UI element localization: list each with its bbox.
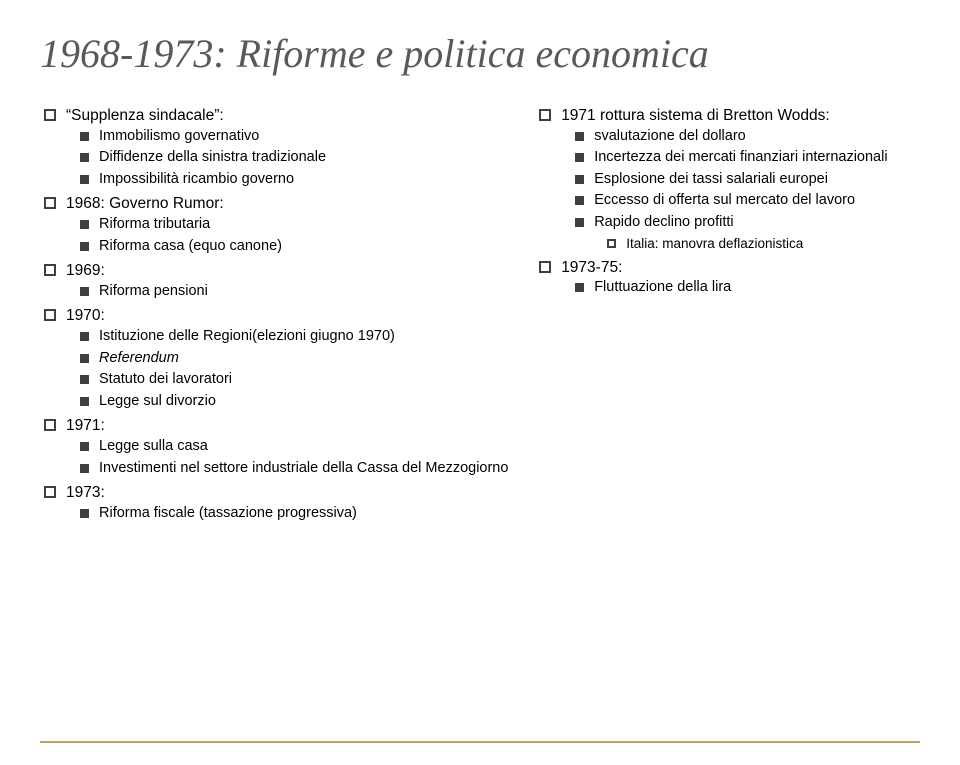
filled-square-icon [80, 175, 89, 184]
bullet-level-2: Investimenti nel settore industriale del… [80, 459, 515, 479]
bullet-level-2: Referendum [80, 349, 515, 369]
outline-square-icon [44, 197, 56, 209]
bullet-level-2: Riforma tributaria [80, 215, 515, 235]
bullet-text: Esplosione dei tassi salariali europei [594, 170, 828, 190]
filled-square-icon [80, 375, 89, 384]
filled-square-icon [80, 332, 89, 341]
bullet-text: Eccesso di offerta sul mercato del lavor… [594, 191, 855, 211]
filled-square-icon [80, 442, 89, 451]
right-column: 1971 rottura sistema di Bretton Wodds:sv… [535, 105, 940, 527]
bullet-level-2: Immobilismo governativo [80, 127, 515, 147]
bullet-level-2: Legge sul divorzio [80, 392, 515, 412]
bullet-text: Riforma casa (equo canone) [99, 237, 282, 257]
bullet-text: Referendum [99, 349, 179, 369]
outline-square-icon [44, 264, 56, 276]
bullet-text: Incertezza dei mercati finanziari intern… [594, 148, 887, 168]
filled-square-icon [80, 354, 89, 363]
slide-title: 1968-1973: Riforme e politica economica [40, 30, 920, 77]
bullet-text: Istituzione delle Regioni(elezioni giugn… [99, 327, 395, 347]
bullet-text: Riforma fiscale (tassazione progressiva) [99, 504, 357, 524]
bullet-text: 1969: [66, 260, 105, 282]
filled-square-icon [80, 397, 89, 406]
bullet-text: Fluttuazione della lira [594, 278, 731, 298]
bullet-text: Statuto dei lavoratori [99, 370, 232, 390]
bullet-text: 1970: [66, 305, 105, 327]
filled-square-icon [80, 464, 89, 473]
bullet-level-1: 1971 rottura sistema di Bretton Wodds: [535, 105, 940, 127]
bullet-level-2: Esplosione dei tassi salariali europei [575, 170, 940, 190]
filled-square-icon [575, 132, 584, 141]
bullet-level-2: Incertezza dei mercati finanziari intern… [575, 148, 940, 168]
bullet-text: Italia: manovra deflazionistica [626, 235, 803, 253]
filled-square-icon [80, 242, 89, 251]
filled-square-icon [575, 283, 584, 292]
bullet-text: Riforma tributaria [99, 215, 210, 235]
bullet-text: Legge sulla casa [99, 437, 208, 457]
bullet-level-1: 1968: Governo Rumor: [40, 193, 515, 215]
bullet-level-1: 1973-75: [535, 257, 940, 279]
bullet-level-2: svalutazione del dollaro [575, 127, 940, 147]
bullet-level-1: 1970: [40, 305, 515, 327]
bullet-text: Diffidenze della sinistra tradizionale [99, 148, 326, 168]
bullet-level-2: Eccesso di offerta sul mercato del lavor… [575, 191, 940, 211]
outline-square-icon [539, 109, 551, 121]
bullet-text: 1968: Governo Rumor: [66, 193, 224, 215]
bullet-level-2: Riforma casa (equo canone) [80, 237, 515, 257]
filled-square-icon [80, 153, 89, 162]
bullet-level-2: Fluttuazione della lira [575, 278, 940, 298]
outline-square-small-icon [607, 239, 616, 248]
bullet-level-1: 1971: [40, 415, 515, 437]
bullet-text: Impossibilità ricambio governo [99, 170, 294, 190]
bullet-text: svalutazione del dollaro [594, 127, 746, 147]
bullet-text: 1973-75: [561, 257, 622, 279]
bullet-text: “Supplenza sindacale”: [66, 105, 224, 127]
content-columns: “Supplenza sindacale”:Immobilismo govern… [40, 105, 920, 527]
outline-square-icon [44, 419, 56, 431]
outline-square-icon [539, 261, 551, 273]
bullet-level-2: Diffidenze della sinistra tradizionale [80, 148, 515, 168]
bullet-text: Riforma pensioni [99, 282, 208, 302]
bullet-text: Investimenti nel settore industriale del… [99, 459, 508, 479]
outline-square-icon [44, 309, 56, 321]
filled-square-icon [80, 132, 89, 141]
bullet-level-2: Riforma fiscale (tassazione progressiva) [80, 504, 515, 524]
bullet-level-2: Istituzione delle Regioni(elezioni giugn… [80, 327, 515, 347]
filled-square-icon [575, 153, 584, 162]
bullet-level-1: “Supplenza sindacale”: [40, 105, 515, 127]
bullet-level-3: Italia: manovra deflazionistica [607, 235, 940, 253]
bullet-level-2: Legge sulla casa [80, 437, 515, 457]
filled-square-icon [575, 175, 584, 184]
bullet-text: Rapido declino profitti [594, 213, 733, 233]
bullet-level-2: Rapido declino profitti [575, 213, 940, 233]
bullet-level-2: Statuto dei lavoratori [80, 370, 515, 390]
bullet-text: 1971 rottura sistema di Bretton Wodds: [561, 105, 830, 127]
bullet-level-1: 1969: [40, 260, 515, 282]
bullet-text: Immobilismo governativo [99, 127, 259, 147]
filled-square-icon [80, 287, 89, 296]
filled-square-icon [80, 220, 89, 229]
bullet-level-2: Riforma pensioni [80, 282, 515, 302]
outline-square-icon [44, 486, 56, 498]
bullet-text: Legge sul divorzio [99, 392, 216, 412]
outline-square-icon [44, 109, 56, 121]
bullet-text: 1973: [66, 482, 105, 504]
bullet-level-1: 1973: [40, 482, 515, 504]
filled-square-icon [575, 196, 584, 205]
bullet-text: 1971: [66, 415, 105, 437]
filled-square-icon [80, 509, 89, 518]
left-column: “Supplenza sindacale”:Immobilismo govern… [40, 105, 515, 527]
footer-divider [40, 741, 920, 743]
filled-square-icon [575, 218, 584, 227]
bullet-level-2: Impossibilità ricambio governo [80, 170, 515, 190]
